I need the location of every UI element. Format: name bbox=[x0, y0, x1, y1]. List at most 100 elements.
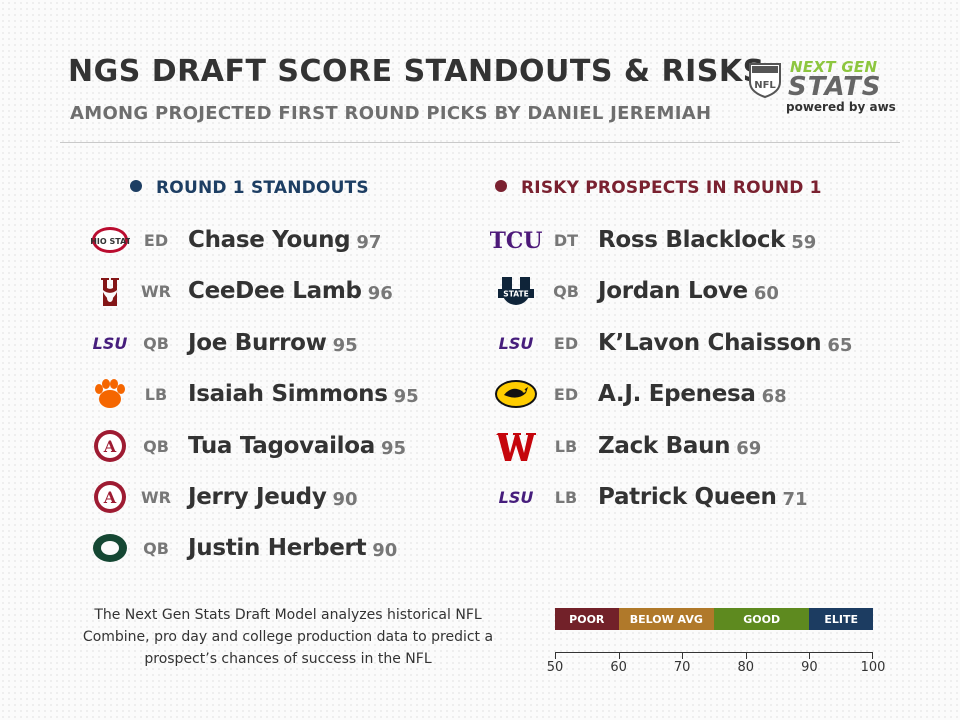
scale-tick-label: 70 bbox=[673, 660, 691, 675]
risk-row: STATE QB Jordan Love 60 bbox=[490, 271, 779, 311]
draft-score: 59 bbox=[791, 232, 817, 253]
scale-tick bbox=[682, 652, 684, 659]
standouts-heading: ROUND 1 STANDOUTS bbox=[130, 178, 369, 198]
utah-state-logo-text: STATE bbox=[503, 290, 528, 299]
draft-score: 95 bbox=[332, 335, 358, 356]
standouts-dot-icon bbox=[130, 180, 142, 192]
player-name: Justin Herbert bbox=[188, 535, 367, 561]
standout-row: LSU QB Joe Burrow 95 bbox=[88, 323, 358, 363]
risks-heading-label: RISKY PROSPECTS IN ROUND 1 bbox=[521, 178, 822, 198]
lsu-logo-text: LSU bbox=[499, 334, 534, 353]
player-position: LB bbox=[144, 384, 168, 404]
oklahoma-logo-icon bbox=[88, 275, 132, 307]
page-subtitle: AMONG PROJECTED FIRST ROUND PICKS BY DAN… bbox=[70, 103, 712, 124]
scale-tick-label: 100 bbox=[860, 660, 886, 675]
player-position: ED bbox=[143, 230, 169, 250]
lsu-logo-text: LSU bbox=[93, 334, 128, 353]
draft-score: 60 bbox=[753, 283, 779, 304]
ngs-line1: NEXT GEN bbox=[790, 58, 878, 76]
player-name: Chase Young bbox=[188, 227, 351, 253]
clemson-logo-icon bbox=[88, 378, 132, 410]
player-position: WR bbox=[141, 487, 171, 507]
alabama-logo-icon: A bbox=[88, 430, 132, 462]
standout-row: WR CeeDee Lamb 96 bbox=[88, 271, 393, 311]
scale-band-elite: ELITE bbox=[809, 608, 873, 630]
scale-tick-label: 90 bbox=[801, 660, 818, 675]
ngs-logo: NFL NEXT GEN STATS powered by aws bbox=[748, 58, 908, 122]
risk-row: LSU ED K’Lavon Chaisson 65 bbox=[490, 323, 853, 363]
draft-score: 95 bbox=[393, 386, 419, 407]
player-position: DT bbox=[553, 230, 579, 250]
standout-row: A WR Jerry Jeudy 90 bbox=[88, 477, 358, 517]
risks-dot-icon bbox=[495, 180, 507, 192]
player-name: Zack Baun bbox=[598, 433, 731, 459]
score-scale: POOR BELOW AVG GOOD ELITE bbox=[555, 608, 873, 630]
draft-score: 69 bbox=[736, 438, 762, 459]
scale-tick-label: 50 bbox=[546, 660, 564, 675]
scale-tick bbox=[745, 652, 747, 659]
powered-by-aws: powered by aws bbox=[786, 100, 896, 114]
oregon-logo-icon bbox=[88, 532, 132, 564]
nfl-shield-text: NFL bbox=[754, 80, 776, 91]
scale-band-good: GOOD bbox=[713, 608, 810, 630]
risk-row: TCU DT Ross Blacklock 59 bbox=[490, 220, 816, 260]
lsu-logo-icon: LSU bbox=[490, 327, 542, 359]
player-name: Isaiah Simmons bbox=[188, 381, 388, 407]
risk-row: LB Zack Baun 69 bbox=[490, 426, 761, 466]
draft-score: 95 bbox=[380, 438, 407, 459]
player-position: QB bbox=[143, 436, 169, 456]
risks-heading: RISKY PROSPECTS IN ROUND 1 bbox=[495, 178, 822, 198]
ngs-line2: STATS bbox=[788, 72, 882, 102]
player-name: A.J. Epenesa bbox=[598, 381, 756, 407]
standout-row: A QB Tua Tagovailoa 95 bbox=[88, 426, 406, 466]
draft-score: 65 bbox=[827, 335, 853, 356]
draft-score: 90 bbox=[332, 489, 358, 510]
player-name: Jerry Jeudy bbox=[188, 484, 327, 510]
player-name: Jordan Love bbox=[598, 278, 748, 304]
scale-tick-label: 80 bbox=[737, 660, 755, 675]
svg-text:A: A bbox=[103, 437, 117, 456]
player-position: QB bbox=[143, 333, 169, 353]
header-divider bbox=[60, 142, 900, 143]
risk-row: LSU LB Patrick Queen 71 bbox=[490, 477, 808, 517]
nfl-shield-icon: NFL bbox=[749, 63, 781, 98]
standout-row: OHIO STATE ED Chase Young 97 bbox=[88, 220, 381, 260]
player-position: LB bbox=[554, 487, 578, 507]
ohio-state-logo-text: OHIO STATE bbox=[90, 237, 130, 246]
player-position: QB bbox=[553, 281, 579, 301]
player-position: QB bbox=[143, 538, 169, 558]
wisconsin-logo-icon bbox=[490, 430, 542, 462]
draft-score: 71 bbox=[782, 489, 808, 510]
scale-tick bbox=[618, 652, 620, 659]
player-name: CeeDee Lamb bbox=[188, 278, 362, 304]
page-title: NGS DRAFT SCORE STANDOUTS & RISKS bbox=[68, 54, 765, 89]
scale-band-poor: POOR bbox=[555, 608, 619, 630]
scale-axis bbox=[555, 652, 873, 653]
standout-row: QB Justin Herbert 90 bbox=[88, 528, 397, 568]
iowa-logo-icon bbox=[490, 378, 542, 410]
draft-score: 97 bbox=[356, 232, 382, 253]
lsu-logo-text: LSU bbox=[499, 488, 534, 507]
risk-row: ED A.J. Epenesa 68 bbox=[490, 374, 787, 414]
svg-text:A: A bbox=[103, 488, 117, 507]
lsu-logo-icon: LSU bbox=[490, 481, 542, 513]
player-name: Ross Blacklock bbox=[598, 227, 786, 253]
tcu-logo-icon: TCU bbox=[490, 224, 542, 256]
scale-tick-label: 60 bbox=[610, 660, 627, 675]
player-name: Tua Tagovailoa bbox=[188, 433, 375, 459]
player-position: ED bbox=[553, 333, 579, 353]
player-name: Patrick Queen bbox=[598, 484, 777, 510]
alabama-logo-icon: A bbox=[88, 481, 132, 513]
player-name: Joe Burrow bbox=[188, 330, 327, 356]
ohio-state-logo-icon: OHIO STATE bbox=[88, 224, 132, 256]
scale-band-below-avg: BELOW AVG bbox=[618, 608, 714, 630]
player-position: WR bbox=[141, 281, 171, 301]
tcu-logo-text: TCU bbox=[490, 228, 542, 253]
lsu-logo-icon: LSU bbox=[88, 327, 132, 359]
draft-score: 96 bbox=[367, 283, 393, 304]
draft-score: 90 bbox=[372, 540, 398, 561]
utah-state-logo-icon: STATE bbox=[490, 275, 542, 307]
draft-score: 68 bbox=[761, 386, 787, 407]
model-footnote: The Next Gen Stats Draft Model analyzes … bbox=[82, 607, 494, 667]
scale-tick bbox=[555, 652, 556, 659]
